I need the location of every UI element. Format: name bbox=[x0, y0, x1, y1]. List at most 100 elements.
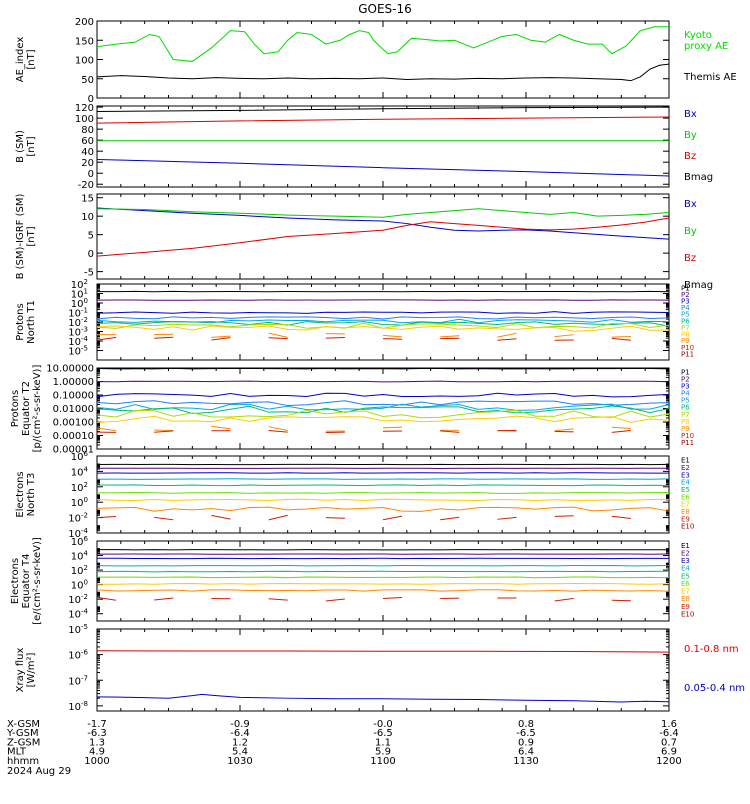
series-line-e9 bbox=[612, 516, 631, 518]
series-line-e9 bbox=[154, 517, 173, 519]
date-label: 2024 Aug 29 bbox=[7, 766, 71, 777]
series-line-e9 bbox=[269, 515, 288, 520]
y-tick-label: 10-2 bbox=[68, 593, 88, 606]
series-line-kyoto-proxy-ae bbox=[97, 27, 669, 62]
y-tick-label: 100 bbox=[71, 579, 88, 592]
y-axis-label: [nT] bbox=[26, 226, 37, 246]
panel-frame bbox=[97, 456, 669, 533]
y-tick-label: 60 bbox=[81, 136, 94, 147]
table-cell: 1100 bbox=[370, 756, 395, 767]
series-line-p9 bbox=[269, 427, 288, 431]
y-axis-label: Protons bbox=[10, 390, 21, 427]
series-line-bx bbox=[97, 208, 669, 239]
legend-e10: E10 bbox=[681, 610, 694, 618]
y-tick-label: 15 bbox=[81, 194, 94, 205]
legend-p11: P11 bbox=[681, 350, 694, 358]
series-line-p6 bbox=[97, 322, 669, 326]
panel-frame bbox=[97, 541, 669, 621]
y-tick-label: 150 bbox=[75, 36, 94, 47]
y-axis-label: North T1 bbox=[26, 300, 37, 344]
y-axis-label: B (SM)-IGRF (SM) bbox=[15, 194, 26, 280]
y-tick-label: 100 bbox=[75, 56, 94, 67]
legend-p11: P11 bbox=[681, 439, 694, 447]
series-line-bz bbox=[97, 218, 669, 256]
y-axis-label: North T3 bbox=[26, 473, 37, 517]
table-cell: 1130 bbox=[513, 756, 538, 767]
series-line-e9 bbox=[383, 516, 402, 520]
y-axis-label: [e/(cm²-s-sr-keV)] bbox=[32, 537, 43, 625]
series-line-e9 bbox=[154, 598, 173, 600]
series-line-themis-ae bbox=[97, 64, 669, 81]
series-line-0-05-0-4-nm bbox=[97, 694, 669, 702]
panel-pequator: 0.000010.000100.001000.010000.100001.000… bbox=[10, 364, 694, 456]
y-tick-label: 10-7 bbox=[68, 674, 88, 687]
series-line-e5 bbox=[97, 571, 669, 572]
figure-title: GOES-16 bbox=[358, 2, 412, 16]
series-line-p9 bbox=[269, 333, 288, 337]
y-tick-label: 0 bbox=[88, 169, 94, 180]
legend-e10: E10 bbox=[681, 523, 694, 531]
series-line-p6 bbox=[97, 406, 669, 414]
series-line-e9 bbox=[612, 600, 631, 601]
y-tick-label: 102 bbox=[71, 564, 88, 577]
series-line-e8 bbox=[97, 590, 669, 591]
y-axis-label: Xray flux bbox=[15, 648, 26, 693]
series-line-e8 bbox=[97, 507, 669, 511]
y-tick-label: -5 bbox=[84, 268, 94, 279]
y-axis-label: Equator T4 bbox=[21, 554, 32, 609]
y-tick-label: 10-4 bbox=[68, 608, 88, 621]
y-tick-label: 100 bbox=[71, 496, 88, 509]
series-line-p9 bbox=[440, 336, 459, 337]
y-tick-label: 104 bbox=[71, 550, 89, 563]
table-cell: 1000 bbox=[84, 756, 109, 767]
series-line-e9 bbox=[440, 517, 459, 520]
legend-0-1-0-8-nm: 0.1-0.8 nm bbox=[684, 644, 739, 655]
series-line-e9 bbox=[326, 518, 345, 519]
series-line-e4 bbox=[97, 479, 669, 480]
y-tick-label: 10-8 bbox=[68, 700, 88, 713]
series-line-p3 bbox=[97, 393, 669, 397]
series-line-p10 bbox=[440, 431, 459, 433]
legend-bz: Bz bbox=[684, 253, 696, 264]
series-line-p10 bbox=[154, 337, 173, 338]
y-tick-label: 120 bbox=[75, 103, 94, 114]
legend-by: By bbox=[684, 226, 697, 237]
series-line-p9 bbox=[211, 336, 230, 337]
series-line-bz bbox=[97, 117, 669, 123]
series-line-e9 bbox=[211, 515, 230, 519]
table-cell: 1030 bbox=[227, 756, 252, 767]
y-tick-label: 5 bbox=[88, 231, 94, 242]
series-line-p9 bbox=[383, 335, 402, 336]
y-tick-label: 10-6 bbox=[68, 649, 88, 662]
series-line-p10 bbox=[612, 338, 631, 340]
series-line-p2 bbox=[97, 381, 669, 382]
series-line-p9 bbox=[555, 429, 574, 431]
y-tick-label: 80 bbox=[81, 125, 94, 136]
y-tick-label: 106 bbox=[71, 535, 89, 548]
series-line-0-1-0-8-nm bbox=[97, 651, 669, 652]
y-axis-label: Equator T2 bbox=[21, 381, 32, 436]
legend-kyoto-proxy-ae: Kyoto bbox=[684, 30, 712, 41]
series-line-p9 bbox=[555, 335, 574, 337]
legend-kyoto-proxy-ae: proxy AE bbox=[684, 41, 728, 52]
y-axis-label: Protons bbox=[15, 303, 26, 340]
y-axis-label: Electrons bbox=[10, 558, 21, 604]
series-line-e9 bbox=[326, 599, 345, 601]
series-line-p10 bbox=[612, 431, 631, 433]
series-line-p10 bbox=[555, 431, 574, 432]
series-line-p10 bbox=[269, 338, 288, 339]
series-line-p4 bbox=[97, 317, 669, 319]
series-line-e6 bbox=[97, 577, 669, 578]
series-line-p9 bbox=[612, 427, 631, 428]
y-axis-label: B (SM) bbox=[15, 130, 26, 163]
y-axis-label: Electrons bbox=[15, 471, 26, 517]
legend-bx: Bx bbox=[684, 109, 697, 120]
legend-by: By bbox=[684, 130, 697, 141]
series-line-e7 bbox=[97, 584, 669, 585]
